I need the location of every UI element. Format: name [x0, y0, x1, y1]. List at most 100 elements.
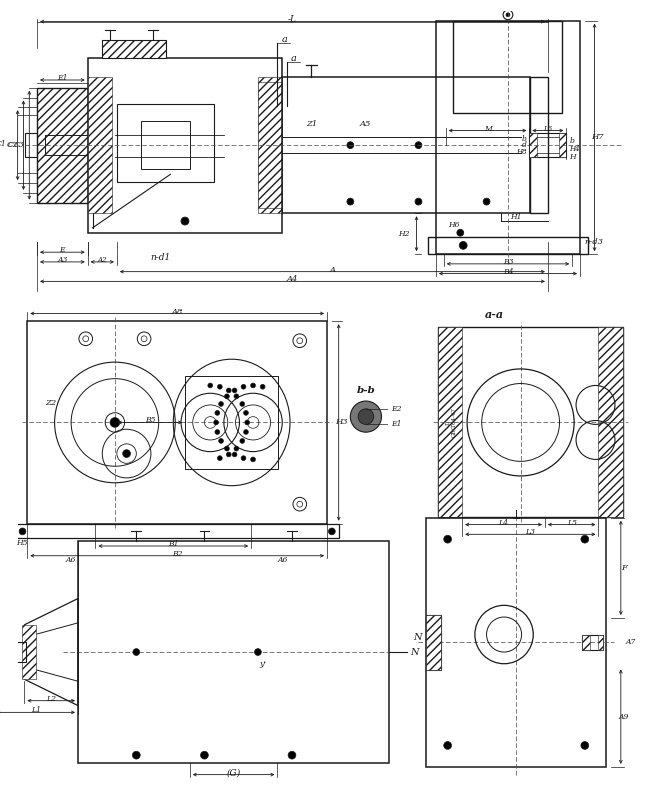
Circle shape — [201, 751, 208, 759]
Bar — [282, 77, 530, 213]
Text: H8: H8 — [516, 148, 526, 156]
Circle shape — [214, 420, 218, 425]
Text: n-d1: n-d1 — [151, 253, 171, 262]
Text: b: b — [569, 138, 574, 145]
Bar — [436, 21, 580, 254]
Text: B1: B1 — [168, 540, 179, 548]
Circle shape — [244, 430, 248, 435]
Bar — [37, 88, 88, 203]
Bar — [426, 518, 606, 767]
Circle shape — [288, 751, 296, 759]
Bar — [23, 625, 36, 679]
Bar — [25, 134, 37, 157]
Text: E1: E1 — [391, 420, 402, 428]
Circle shape — [241, 384, 246, 389]
Bar — [45, 135, 88, 155]
Bar — [599, 634, 603, 650]
Bar — [454, 21, 562, 113]
Text: L1: L1 — [31, 707, 40, 714]
Circle shape — [240, 439, 244, 444]
Text: H: H — [569, 153, 576, 161]
Circle shape — [347, 142, 354, 149]
Text: N: N — [411, 647, 419, 657]
Bar — [78, 541, 389, 763]
Text: H1: H1 — [510, 213, 521, 221]
Circle shape — [347, 198, 354, 205]
Circle shape — [460, 242, 467, 250]
Circle shape — [255, 649, 261, 655]
Circle shape — [215, 430, 220, 435]
Text: B3: B3 — [502, 258, 514, 266]
Circle shape — [226, 388, 231, 393]
Circle shape — [328, 528, 335, 535]
Circle shape — [251, 383, 255, 388]
Circle shape — [217, 384, 222, 389]
Text: H3: H3 — [335, 419, 348, 427]
Bar — [37, 88, 88, 203]
Bar — [558, 134, 566, 157]
Text: A4: A4 — [287, 275, 298, 283]
Polygon shape — [25, 599, 78, 705]
Text: L4: L4 — [499, 518, 508, 526]
Text: M: M — [484, 125, 491, 133]
Bar — [141, 121, 190, 170]
Text: L2: L2 — [46, 695, 56, 703]
Circle shape — [181, 217, 189, 225]
Text: C2: C2 — [8, 141, 19, 149]
Text: Z1: Z1 — [306, 120, 317, 128]
Text: H5: H5 — [16, 539, 27, 547]
Bar — [426, 615, 441, 670]
Text: H6: H6 — [448, 221, 460, 229]
Text: A9: A9 — [619, 712, 629, 720]
Text: C3: C3 — [14, 141, 25, 149]
Text: y': y' — [259, 660, 266, 667]
Bar — [27, 321, 327, 523]
Text: H2: H2 — [398, 229, 410, 237]
Bar — [258, 82, 282, 208]
Text: a: a — [291, 54, 297, 63]
Circle shape — [241, 456, 246, 460]
Circle shape — [245, 420, 250, 425]
Bar — [530, 77, 548, 213]
Text: A5: A5 — [360, 120, 371, 128]
Text: C: C — [7, 141, 13, 149]
Circle shape — [350, 401, 382, 432]
Text: B4: B4 — [502, 267, 514, 275]
Text: b-b: b-b — [357, 386, 375, 394]
Bar — [426, 615, 441, 670]
Text: A8: A8 — [172, 308, 183, 316]
Text: F: F — [621, 564, 627, 572]
Circle shape — [240, 402, 244, 407]
Text: n-d3: n-d3 — [585, 238, 604, 246]
Circle shape — [415, 142, 422, 149]
Text: D
GB/T64-47: D GB/T64-47 — [445, 407, 456, 437]
Bar — [102, 40, 166, 58]
Circle shape — [224, 394, 229, 398]
Text: N: N — [413, 633, 421, 642]
Circle shape — [217, 456, 222, 460]
Text: E2: E2 — [391, 405, 402, 413]
Text: (G): (G) — [226, 768, 240, 777]
Bar — [102, 40, 166, 58]
Text: a-a: a-a — [485, 309, 504, 320]
Text: B5: B5 — [145, 415, 155, 423]
Text: A: A — [330, 266, 335, 274]
Text: L3: L3 — [525, 528, 536, 536]
Text: A3: A3 — [57, 256, 68, 264]
Circle shape — [358, 409, 374, 424]
Text: H7: H7 — [591, 134, 604, 142]
Bar — [438, 327, 623, 517]
Bar — [185, 376, 278, 469]
Bar — [529, 134, 566, 157]
Circle shape — [133, 751, 140, 759]
Circle shape — [483, 198, 490, 205]
Circle shape — [234, 446, 239, 451]
Bar — [582, 634, 603, 650]
Text: A6: A6 — [278, 555, 289, 563]
Text: d: d — [521, 141, 527, 149]
Bar — [428, 237, 588, 254]
Text: H4: H4 — [569, 145, 580, 153]
Bar — [88, 77, 112, 213]
Bar — [88, 58, 282, 233]
Text: A7: A7 — [626, 638, 636, 646]
